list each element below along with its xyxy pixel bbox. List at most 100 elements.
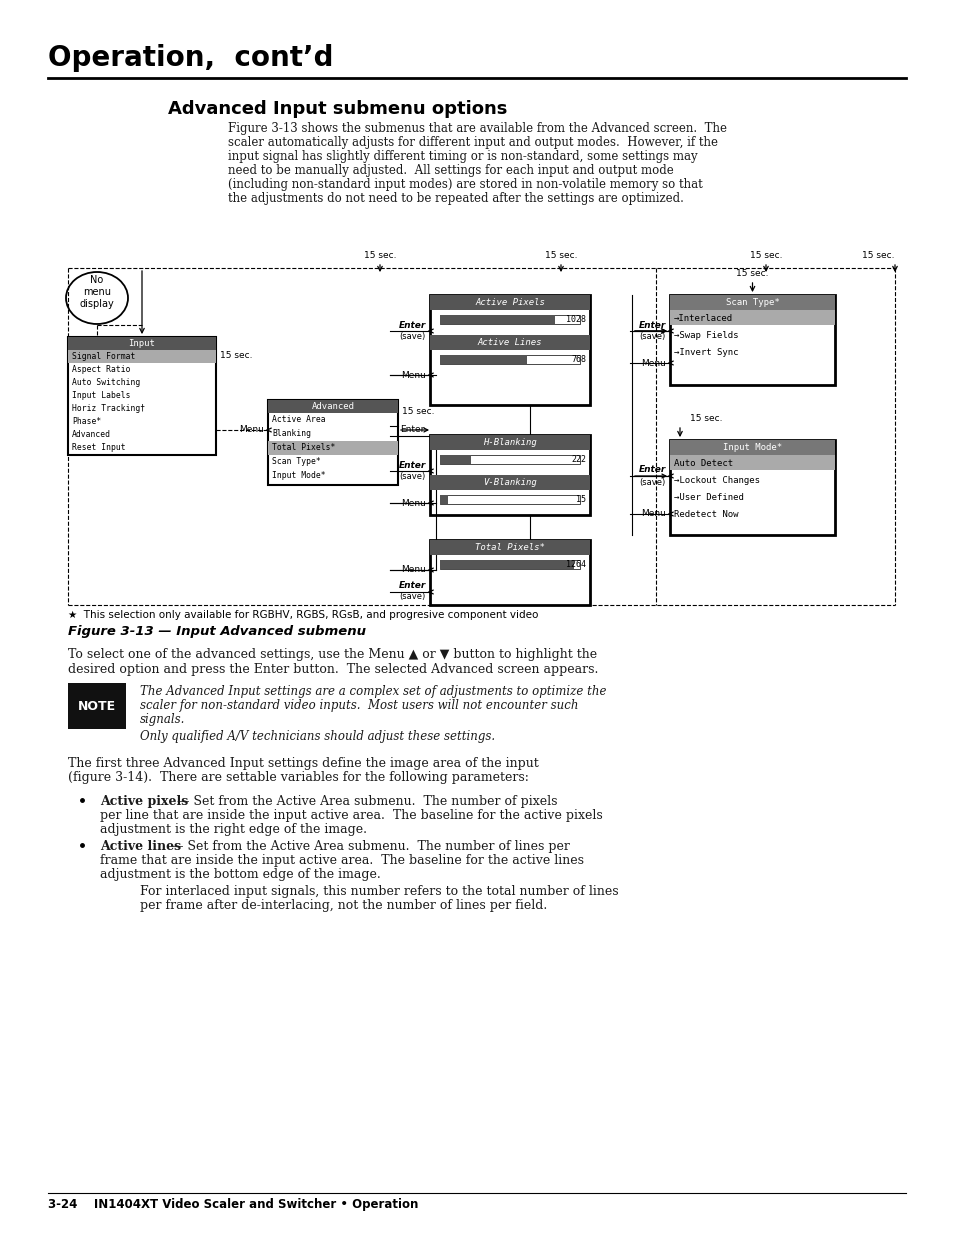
- Text: The first three Advanced Input settings define the image area of the input: The first three Advanced Input settings …: [68, 757, 538, 769]
- Bar: [669, 440, 834, 454]
- Bar: [430, 475, 589, 490]
- Text: To select one of the advanced settings, use the Menu ▲ or ▼ button to highlight : To select one of the advanced settings, …: [68, 648, 597, 661]
- Text: →Lockout Changes: →Lockout Changes: [673, 475, 760, 485]
- Text: V-Blanking: V-Blanking: [482, 478, 537, 487]
- Text: Active Lines: Active Lines: [477, 338, 541, 347]
- Text: (save): (save): [639, 332, 665, 342]
- Text: Menu: Menu: [400, 566, 426, 574]
- Text: 15: 15: [576, 495, 585, 504]
- Text: 15 sec.: 15 sec.: [544, 251, 577, 261]
- Text: Active Area: Active Area: [272, 415, 325, 425]
- Bar: [439, 354, 579, 364]
- Text: →Invert Sync: →Invert Sync: [673, 348, 738, 357]
- Text: Menu: Menu: [400, 370, 426, 379]
- Text: 3-24    IN1404XT Video Scaler and Switcher • Operation: 3-24 IN1404XT Video Scaler and Switcher …: [48, 1198, 418, 1212]
- Text: Blanking: Blanking: [272, 430, 311, 438]
- Text: 15 sec.: 15 sec.: [363, 251, 395, 261]
- Text: Horiz Tracking†: Horiz Tracking†: [71, 404, 145, 412]
- Text: Advanced: Advanced: [71, 430, 111, 438]
- Text: Auto Detect: Auto Detect: [673, 459, 732, 468]
- Text: 15 sec.: 15 sec.: [736, 269, 768, 278]
- Text: Input Labels: Input Labels: [71, 391, 131, 400]
- Bar: [430, 295, 589, 310]
- Bar: [268, 441, 397, 454]
- Text: Total Pixels*: Total Pixels*: [475, 543, 544, 552]
- Bar: [439, 454, 471, 464]
- Text: Enter: Enter: [399, 426, 424, 435]
- Text: per line that are inside the input active area.  The baseline for the active pix: per line that are inside the input activ…: [100, 809, 602, 823]
- Text: Input: Input: [129, 338, 155, 348]
- Text: Menu: Menu: [239, 426, 264, 435]
- Bar: [68, 350, 215, 363]
- Text: 1028: 1028: [565, 315, 585, 324]
- Text: Enter: Enter: [398, 321, 426, 330]
- Text: Menu: Menu: [640, 510, 665, 519]
- Text: Enter: Enter: [638, 466, 665, 474]
- Text: desired option and press the Enter button.  The selected Advanced screen appears: desired option and press the Enter butto…: [68, 663, 598, 676]
- Text: NOTE: NOTE: [78, 699, 116, 713]
- Text: (figure 3-14).  There are settable variables for the following parameters:: (figure 3-14). There are settable variab…: [68, 771, 528, 784]
- Text: Advanced Input submenu options: Advanced Input submenu options: [168, 100, 507, 119]
- Text: Redetect Now: Redetect Now: [673, 510, 738, 519]
- Text: Enter: Enter: [398, 461, 426, 469]
- Text: 1264: 1264: [565, 559, 585, 569]
- Bar: [669, 295, 834, 310]
- Text: (save): (save): [399, 332, 426, 342]
- Bar: [439, 454, 579, 464]
- Text: adjustment is the bottom edge of the image.: adjustment is the bottom edge of the ima…: [100, 868, 380, 881]
- Bar: [439, 354, 526, 364]
- Bar: [439, 495, 448, 504]
- Text: Active Pixels: Active Pixels: [475, 298, 544, 308]
- Bar: [669, 454, 834, 471]
- Text: input signal has slightly different timing or is non-standard, some settings may: input signal has slightly different timi…: [228, 149, 697, 163]
- Text: Input Mode*: Input Mode*: [272, 472, 325, 480]
- Text: 15 sec.: 15 sec.: [220, 351, 253, 359]
- Text: 15 sec.: 15 sec.: [689, 414, 721, 424]
- Text: ★  This selection only available for RGBHV, RGBS, RGsB, and progresive component: ★ This selection only available for RGBH…: [68, 610, 537, 620]
- Bar: [439, 559, 579, 569]
- Bar: [669, 440, 834, 535]
- Text: scaler automatically adjusts for different input and output modes.  However, if : scaler automatically adjusts for differe…: [228, 136, 718, 149]
- Bar: [68, 337, 215, 350]
- Bar: [430, 435, 589, 515]
- Text: Auto Switching: Auto Switching: [71, 378, 140, 387]
- Text: Aspect Ratio: Aspect Ratio: [71, 366, 131, 374]
- Text: per frame after de-interlacing, not the number of lines per field.: per frame after de-interlacing, not the …: [140, 899, 547, 911]
- Text: Input Mode*: Input Mode*: [722, 443, 781, 452]
- Bar: [439, 559, 574, 569]
- Bar: [430, 295, 589, 405]
- Text: Figure 3-13 — Input Advanced submenu: Figure 3-13 — Input Advanced submenu: [68, 625, 366, 638]
- Text: Reset Input: Reset Input: [71, 443, 126, 452]
- Bar: [68, 337, 215, 454]
- Text: H-Blanking: H-Blanking: [482, 438, 537, 447]
- Text: 15 sec.: 15 sec.: [401, 408, 434, 416]
- Text: adjustment is the right edge of the image.: adjustment is the right edge of the imag…: [100, 823, 367, 836]
- Text: Active pixels: Active pixels: [100, 795, 188, 808]
- Text: 222: 222: [571, 454, 585, 464]
- Text: 15 sec.: 15 sec.: [749, 251, 781, 261]
- Bar: [68, 683, 126, 729]
- Text: — Set from the Active Area submenu.  The number of lines per: — Set from the Active Area submenu. The …: [167, 840, 569, 853]
- Text: The Advanced Input settings are a complex set of adjustments to optimize the: The Advanced Input settings are a comple…: [140, 685, 606, 698]
- Text: 768: 768: [571, 354, 585, 364]
- Bar: [430, 435, 589, 450]
- Text: signals.: signals.: [140, 713, 185, 726]
- Text: 15 sec.: 15 sec.: [862, 251, 894, 261]
- Bar: [439, 315, 555, 324]
- Text: →Swap Fields: →Swap Fields: [673, 331, 738, 340]
- Text: Only qualified A/V technicians should adjust these settings.: Only qualified A/V technicians should ad…: [140, 730, 495, 743]
- Text: Scan Type*: Scan Type*: [272, 457, 320, 467]
- Text: need to be manually adjusted.  All settings for each input and output mode: need to be manually adjusted. All settin…: [228, 164, 673, 177]
- Text: scaler for non-standard video inputs.  Most users will not encounter such: scaler for non-standard video inputs. Mo…: [140, 699, 578, 713]
- Text: (save): (save): [399, 593, 426, 601]
- Text: Total Pixels*: Total Pixels*: [272, 443, 335, 452]
- Bar: [430, 335, 589, 350]
- Bar: [669, 310, 834, 325]
- Text: (including non-standard input modes) are stored in non-volatile memory so that: (including non-standard input modes) are…: [228, 178, 702, 191]
- Text: Phase*: Phase*: [71, 417, 101, 426]
- Text: Active lines: Active lines: [100, 840, 181, 853]
- Text: — Set from the Active Area submenu.  The number of pixels: — Set from the Active Area submenu. The …: [172, 795, 557, 808]
- Text: frame that are inside the input active area.  The baseline for the active lines: frame that are inside the input active a…: [100, 853, 583, 867]
- Bar: [268, 400, 397, 485]
- Text: Signal Format: Signal Format: [71, 352, 135, 361]
